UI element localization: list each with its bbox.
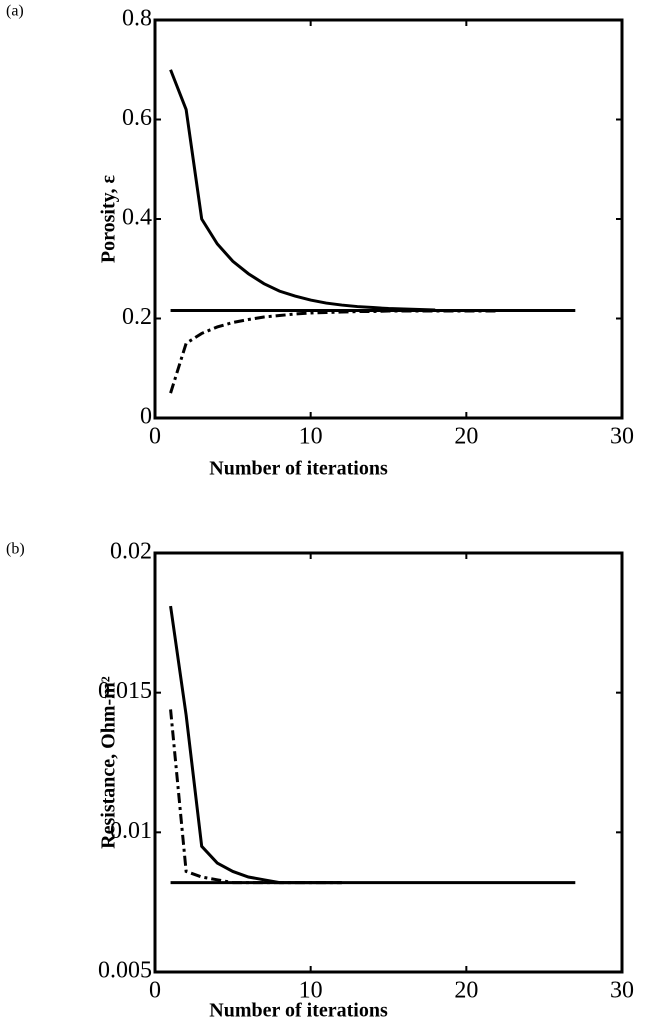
plot-frame — [153, 551, 624, 974]
y-tick-label: 0.005 — [98, 958, 152, 984]
y-tick-label: 0 — [140, 404, 152, 430]
y-tick-label: 0.4 — [122, 205, 152, 231]
y-tick-label: 0.8 — [122, 6, 152, 32]
x-tick-label: 30 — [610, 978, 634, 1004]
panel-label: (b) — [6, 541, 25, 558]
x-axis-label: Number of iterations — [209, 1000, 388, 1022]
x-tick-label: 20 — [454, 978, 478, 1004]
x-tick-label: 10 — [299, 978, 323, 1004]
x-tick-label: 20 — [454, 424, 478, 450]
y-axis-label: Resistance, Ohm-m² — [98, 676, 120, 849]
data-line — [169, 709, 342, 885]
y-axis-label: Porosity, ε — [98, 174, 120, 263]
plot-frame — [153, 18, 624, 420]
x-axis-label: Number of iterations — [209, 458, 388, 480]
data-line — [169, 69, 436, 312]
x-tick-label: 10 — [299, 424, 323, 450]
data-line — [169, 309, 498, 394]
y-tick-label: 0.2 — [122, 304, 152, 330]
y-tick-label: 0.6 — [122, 105, 152, 131]
y-tick-label: 0.01 — [110, 818, 152, 844]
y-tick-label: 0.02 — [110, 539, 152, 565]
x-tick-label: 0 — [149, 424, 161, 450]
y-tick-label: 0.015 — [98, 678, 152, 704]
data-line — [169, 605, 342, 885]
x-tick-label: 30 — [610, 424, 634, 450]
x-tick-label: 0 — [149, 978, 161, 1004]
panel-label: (a) — [6, 3, 24, 20]
